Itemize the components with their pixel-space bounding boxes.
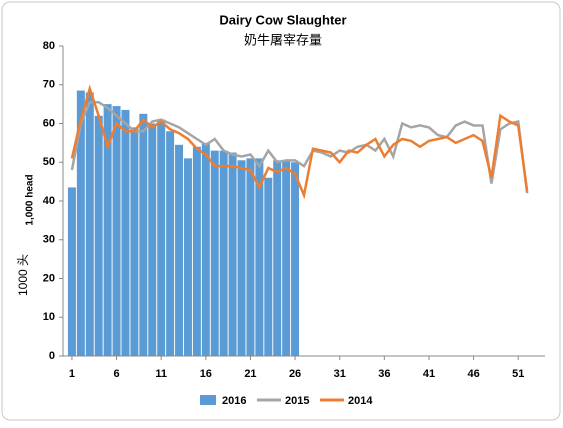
chart-title: Dairy Cow Slaughter bbox=[219, 12, 346, 27]
bar bbox=[201, 142, 210, 356]
line bbox=[70, 100, 529, 194]
x-tick-label: 11 bbox=[155, 368, 167, 380]
x-tick-label: 21 bbox=[244, 368, 256, 380]
bar bbox=[192, 146, 201, 356]
legend-label: 2016 bbox=[222, 395, 246, 407]
bar bbox=[94, 115, 103, 356]
x-tick-label: 31 bbox=[334, 368, 346, 380]
x-tick-label: 36 bbox=[378, 368, 390, 380]
y-tick-label: 40 bbox=[43, 195, 55, 207]
bar bbox=[139, 113, 148, 356]
y-tick-label: 10 bbox=[43, 311, 55, 323]
bar bbox=[112, 106, 121, 356]
bar bbox=[291, 162, 300, 356]
bar bbox=[282, 160, 291, 356]
y-tick-label: 50 bbox=[43, 156, 55, 168]
bar bbox=[130, 127, 139, 356]
y-tick-label: 20 bbox=[43, 272, 55, 284]
bar bbox=[228, 152, 237, 356]
bar bbox=[175, 144, 184, 356]
bar bbox=[210, 150, 219, 356]
bar bbox=[103, 104, 112, 356]
bar bbox=[183, 158, 192, 356]
y-axis-label-cn: 1000 头 bbox=[16, 254, 30, 296]
y-tick-label: 60 bbox=[43, 117, 55, 129]
y-tick-label: 70 bbox=[43, 79, 55, 91]
bar bbox=[255, 158, 264, 356]
bar bbox=[76, 90, 85, 356]
chart-subtitle: 奶牛屠宰存量 bbox=[244, 32, 322, 47]
bar bbox=[219, 150, 228, 356]
bar bbox=[67, 187, 76, 356]
x-tick-label: 46 bbox=[467, 368, 479, 380]
legend-label: 2015 bbox=[285, 395, 309, 407]
x-tick-label: 26 bbox=[289, 368, 301, 380]
y-tick-label: 80 bbox=[43, 40, 55, 52]
bar bbox=[166, 131, 175, 356]
x-tick-label: 16 bbox=[200, 368, 212, 380]
y-axis-label: 1,000 head bbox=[25, 174, 36, 225]
bar bbox=[264, 177, 273, 356]
legend-label: 2014 bbox=[348, 395, 373, 407]
bar bbox=[246, 158, 255, 356]
x-tick-label: 51 bbox=[512, 368, 524, 380]
x-tick-label: 41 bbox=[423, 368, 435, 380]
x-tick-label: 1 bbox=[69, 368, 75, 380]
y-tick-label: 30 bbox=[43, 234, 55, 246]
bar bbox=[148, 123, 157, 356]
bar bbox=[121, 109, 130, 356]
bar bbox=[273, 160, 282, 356]
line bbox=[70, 84, 529, 200]
bar bbox=[237, 160, 246, 356]
bar bbox=[85, 92, 94, 356]
x-tick-label: 6 bbox=[113, 368, 119, 380]
legend-swatch bbox=[200, 395, 216, 405]
bar bbox=[157, 119, 166, 356]
y-tick-label: 0 bbox=[49, 350, 55, 362]
